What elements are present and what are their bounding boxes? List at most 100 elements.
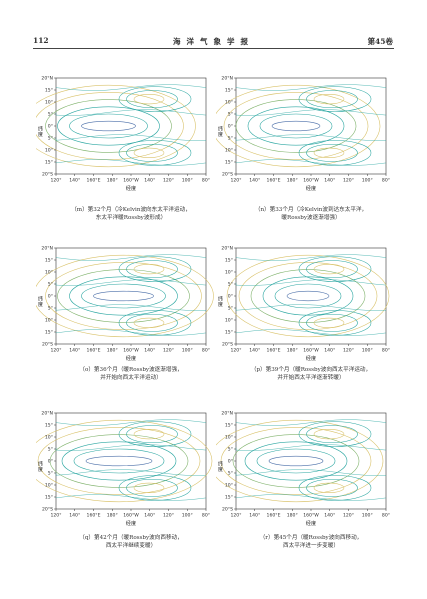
caption-line: （q）第42个月（暖Rossby波向西移动， [79, 535, 183, 541]
y-tick-label: 10° [225, 270, 233, 276]
y-tick-label: 15° [45, 160, 53, 166]
y-axis-label: 纬度 [37, 125, 43, 138]
contour-lines [226, 254, 390, 338]
x-tick-label: 140° [324, 178, 335, 184]
contour-band [235, 254, 387, 261]
y-tick-label: 20°N [221, 246, 233, 252]
contour-line [232, 434, 360, 488]
panel-o: 20°N 15° 10° 5° 0° 5° 10° 15° 20°S 120° 140° 160°E 1… [36, 240, 214, 370]
contour-lobe [118, 310, 192, 336]
y-tick-label: 5° [48, 282, 53, 288]
x-tick-label: 140° [69, 513, 80, 519]
contour-lobe [118, 475, 192, 501]
contour-lobe [306, 313, 358, 332]
y-tick-label: 0° [48, 294, 53, 300]
x-tick-label: 180° [107, 348, 118, 354]
y-tick-label: 5° [48, 306, 53, 312]
x-tick-label: 80° [202, 178, 210, 184]
contour-line [36, 419, 213, 503]
x-tick-label: 140° [324, 513, 335, 519]
y-tick-label: 10° [225, 148, 233, 154]
x-tick-label: 160°E [87, 348, 101, 354]
contour-band [55, 494, 207, 501]
contour-lobe [126, 143, 178, 162]
header-rule [33, 48, 394, 49]
contour-line [226, 254, 390, 338]
contour-lobe [133, 482, 165, 493]
y-tick-label: 15° [225, 160, 233, 166]
contour-band [235, 329, 387, 336]
y-tick-label: 15° [45, 258, 53, 264]
y-tick-label: 10° [225, 435, 233, 441]
contour-band [235, 159, 387, 166]
caption-line: （p）第39个月（暖Rossby波向西太平洋运动， [250, 367, 372, 373]
y-tick-label: 20°S [222, 172, 233, 178]
contour-lobe [118, 140, 192, 166]
y-tick-label: 15° [225, 423, 233, 429]
contour-line [73, 448, 165, 474]
y-axis-label: 纬度 [37, 460, 43, 473]
y-tick-label: 20°S [222, 507, 233, 513]
contour-lobe [306, 90, 358, 109]
contour-band [55, 109, 207, 116]
y-tick-label: 15° [45, 88, 53, 94]
caption-line: （n）第33个月（冷Kelvin波到达东太平洋， [254, 207, 368, 213]
contour-lobe [306, 260, 358, 279]
contour-lines [216, 84, 387, 168]
y-axis-label: 纬度 [217, 295, 223, 308]
caption-p: （p）第39个月（暖Rossby波向西太平洋运动， 并开始西太平洋逐渐转暖） [236, 366, 386, 382]
contour-line [216, 84, 381, 168]
contour-band [235, 494, 387, 501]
contour-lobe [313, 317, 345, 328]
y-tick-label: 15° [45, 330, 53, 336]
y-tick-label: 0° [228, 294, 233, 300]
x-tick-label: 180° [287, 178, 298, 184]
contour-line [36, 254, 214, 338]
caption-line: （m）第32个月（冷Kelvin波向东太平洋运动， [71, 207, 191, 213]
y-tick-label: 10° [45, 148, 53, 154]
y-tick-label: 5° [48, 447, 53, 453]
y-tick-label: 10° [225, 100, 233, 106]
caption-line: （r）第45个月（暖Rossby波向西移动， [259, 535, 363, 541]
contour-lobe [133, 429, 165, 440]
contour-lobe [306, 143, 358, 162]
y-tick-label: 0° [228, 459, 233, 465]
contour-band [55, 444, 207, 451]
x-tick-label: 100° [362, 513, 373, 519]
contour-lobe [298, 475, 372, 501]
contour-line [238, 262, 378, 330]
contour-band [55, 279, 207, 286]
contour-band [55, 329, 207, 336]
contour-line [85, 455, 153, 467]
y-tick-label: 15° [45, 423, 53, 429]
contour-line [37, 427, 201, 495]
contour-line [57, 269, 190, 323]
x-tick-label: 100° [182, 348, 193, 354]
contour-band [235, 469, 387, 476]
x-tick-label: 140° [249, 178, 260, 184]
contour-line [45, 99, 172, 153]
y-axis-label: 纬度 [217, 125, 223, 138]
journal-title: 海洋气象学报 [173, 37, 254, 46]
x-tick-label: 160°W [303, 513, 319, 519]
contour-lobe [313, 94, 345, 105]
contour-line [274, 283, 342, 309]
contour-line [244, 441, 348, 481]
x-axis-label: 经度 [126, 519, 136, 527]
x-tick-label: 160°E [87, 513, 101, 519]
contour-lobe [126, 425, 178, 444]
contour-line [262, 276, 354, 316]
y-tick-label: 0° [228, 124, 233, 130]
caption-line: 暖Rossby波逐渐增强） [281, 215, 341, 221]
contour-lobe [133, 147, 165, 158]
y-tick-label: 5° [228, 447, 233, 453]
caption-line: 并开始向西太平洋运动） [100, 375, 162, 381]
contour-lobe [306, 425, 358, 444]
contour-line [69, 113, 148, 139]
caption-r: （r）第45个月（暖Rossby波向西移动， 西太平洋进一步变暖） [236, 534, 386, 550]
contour-lobe [118, 86, 192, 112]
x-axis-label: 经度 [306, 519, 316, 527]
contour-line [61, 441, 177, 481]
